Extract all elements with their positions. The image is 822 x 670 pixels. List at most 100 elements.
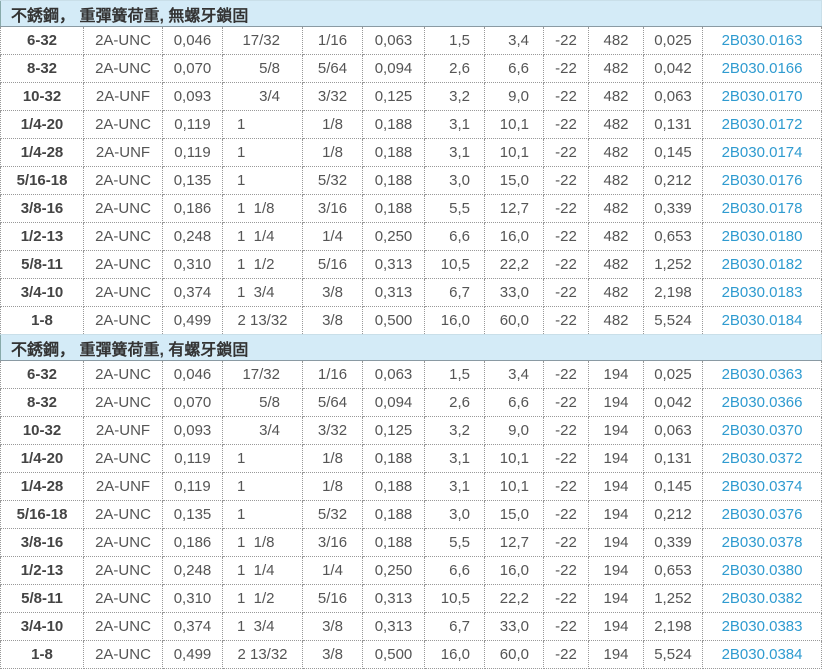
- cell-col-7: 5,5: [424, 528, 485, 557]
- cell-part-number[interactable]: 2B030.0183: [701, 278, 822, 307]
- cell-length: 1 1/8: [222, 528, 303, 557]
- cell-thread-class: 2A-UNC: [83, 222, 163, 251]
- cell-part-number[interactable]: 2B030.0174: [701, 138, 822, 167]
- cell-part-number[interactable]: 2B030.0178: [701, 194, 822, 223]
- section-title: 不銹鋼， 重彈簧荷重, 有螺牙鎖固: [0, 334, 822, 361]
- cell-part-number[interactable]: 2B030.0180: [701, 222, 822, 251]
- cell-col-8: 15,0: [484, 166, 544, 195]
- table-row: 1/2-13 2A-UNC 0,248 1 1/4 1/4 0,250 6,6 16,0 -22…: [0, 556, 822, 585]
- cell-col-10: 482: [588, 166, 644, 195]
- cell-col-9: -22: [543, 416, 589, 445]
- cell-col-5: 1/8: [302, 110, 363, 139]
- cell-col-6: 0,188: [362, 138, 425, 167]
- cell-col-9: -22: [543, 278, 589, 307]
- table-row: 1/4-28 2A-UNF 0,119 1 1/8 0,188 3,1 10,1 -22 482 0…: [0, 138, 822, 167]
- cell-col-5: 5/64: [302, 388, 363, 417]
- cell-thread-size: 1-8: [0, 306, 84, 335]
- cell-thread-class: 2A-UNF: [83, 416, 163, 445]
- cell-part-number[interactable]: 2B030.0166: [701, 54, 822, 83]
- cell-weight: 0,063: [643, 416, 703, 445]
- cell-part-number[interactable]: 2B030.0184: [701, 306, 822, 335]
- cell-length: 1 1/4: [222, 556, 303, 585]
- table-row: 5/8-11 2A-UNC 0,310 1 1/2 5/16 0,313 10,5 22,2-…: [0, 584, 822, 613]
- cell-thread-size: 1/4-20: [0, 110, 84, 139]
- cell-thread-class: 2A-UNC: [83, 444, 163, 473]
- cell-col-7: 3,1: [424, 444, 485, 473]
- cell-col-6: 0,250: [362, 556, 425, 585]
- cell-weight: 2,198: [643, 612, 703, 641]
- table-row: 10-32 2A-UNF 0,093 3/4 3/32 0,125 3,2 9,0 -22 194…: [0, 416, 822, 445]
- cell-weight: 0,042: [643, 388, 703, 417]
- cell-part-number[interactable]: 2B030.0172: [701, 110, 822, 139]
- cell-col-3: 0,135: [162, 500, 223, 529]
- table-row: 1/4-20 2A-UNC 0,119 1 1/8 0,188 3,1 10,1 -22 482 0…: [0, 110, 822, 139]
- cell-part-number[interactable]: 2B030.0382: [701, 584, 822, 613]
- cell-col-5: 5/16: [302, 584, 363, 613]
- cell-col-8: 22,2: [484, 584, 544, 613]
- cell-length: 5/8: [222, 388, 303, 417]
- table-row: 3/4-10 2A-UNC 0,374 1 3/4 3/8 0,313 6,7 33,0 -22…: [0, 612, 822, 641]
- cell-col-3: 0,046: [162, 360, 223, 389]
- cell-col-6: 0,125: [362, 416, 425, 445]
- cell-col-6: 0,063: [362, 360, 425, 389]
- cell-part-number[interactable]: 2B030.0170: [701, 82, 822, 111]
- cell-part-number[interactable]: 2B030.0376: [701, 500, 822, 529]
- cell-col-8: 12,7: [484, 528, 544, 557]
- cell-col-3: 0,119: [162, 472, 223, 501]
- cell-col-8: 15,0: [484, 500, 544, 529]
- cell-col-8: 6,6: [484, 388, 544, 417]
- cell-col-10: 482: [588, 222, 644, 251]
- cell-col-8: 9,0: [484, 82, 544, 111]
- cell-col-6: 0,188: [362, 500, 425, 529]
- cell-part-number[interactable]: 2B030.0176: [701, 166, 822, 195]
- cell-part-number[interactable]: 2B030.0182: [701, 250, 822, 279]
- cell-col-10: 194: [588, 584, 644, 613]
- cell-length: 5/8: [222, 54, 303, 83]
- cell-col-7: 3,1: [424, 110, 485, 139]
- cell-part-number[interactable]: 2B030.0366: [701, 388, 822, 417]
- cell-col-5: 3/32: [302, 82, 363, 111]
- cell-col-3: 0,093: [162, 416, 223, 445]
- cell-part-number[interactable]: 2B030.0378: [701, 528, 822, 557]
- cell-part-number[interactable]: 2B030.0380: [701, 556, 822, 585]
- cell-col-6: 0,313: [362, 584, 425, 613]
- cell-weight: 5,524: [643, 640, 703, 669]
- cell-thread-size: 1/2-13: [0, 222, 84, 251]
- cell-col-7: 3,0: [424, 166, 485, 195]
- cell-col-3: 0,374: [162, 612, 223, 641]
- cell-col-7: 2,6: [424, 54, 485, 83]
- cell-col-10: 482: [588, 194, 644, 223]
- cell-col-5: 1/8: [302, 138, 363, 167]
- cell-part-number[interactable]: 2B030.0363: [701, 360, 822, 389]
- cell-weight: 1,252: [643, 250, 703, 279]
- cell-col-7: 2,6: [424, 388, 485, 417]
- cell-part-number[interactable]: 2B030.0384: [701, 640, 822, 669]
- cell-col-5: 3/8: [302, 306, 363, 335]
- cell-part-number[interactable]: 2B030.0383: [701, 612, 822, 641]
- cell-col-7: 6,6: [424, 222, 485, 251]
- cell-part-number[interactable]: 2B030.0372: [701, 444, 822, 473]
- cell-col-10: 194: [588, 360, 644, 389]
- cell-thread-size: 8-32: [0, 388, 84, 417]
- section-header: 不銹鋼， 重彈簧荷重, 有螺牙鎖固: [0, 334, 822, 361]
- cell-length: 17/32: [222, 26, 303, 55]
- cell-length: 1 1/8: [222, 194, 303, 223]
- cell-col-6: 0,313: [362, 612, 425, 641]
- cell-weight: 0,339: [643, 528, 703, 557]
- cell-thread-size: 1-8: [0, 640, 84, 669]
- cell-col-9: -22: [543, 26, 589, 55]
- cell-col-8: 16,0: [484, 222, 544, 251]
- cell-col-9: -22: [543, 222, 589, 251]
- cell-thread-size: 5/16-18: [0, 500, 84, 529]
- table-row: 8-32 2A-UNC 0,070 5/8 5/64 0,094 2,6 6,6 -22 482 0…: [0, 54, 822, 83]
- cell-part-number[interactable]: 2B030.0374: [701, 472, 822, 501]
- cell-thread-size: 5/8-11: [0, 584, 84, 613]
- cell-thread-class: 2A-UNC: [83, 388, 163, 417]
- cell-part-number[interactable]: 2B030.0370: [701, 416, 822, 445]
- cell-col-5: 3/16: [302, 528, 363, 557]
- cell-part-number[interactable]: 2B030.0163: [701, 26, 822, 55]
- cell-col-10: 194: [588, 528, 644, 557]
- cell-col-7: 1,5: [424, 26, 485, 55]
- table-row: 1-8 2A-UNC 0,499 2 13/32 3/8 0,500 16,0 60,0 -22…: [0, 640, 822, 669]
- cell-col-9: -22: [543, 556, 589, 585]
